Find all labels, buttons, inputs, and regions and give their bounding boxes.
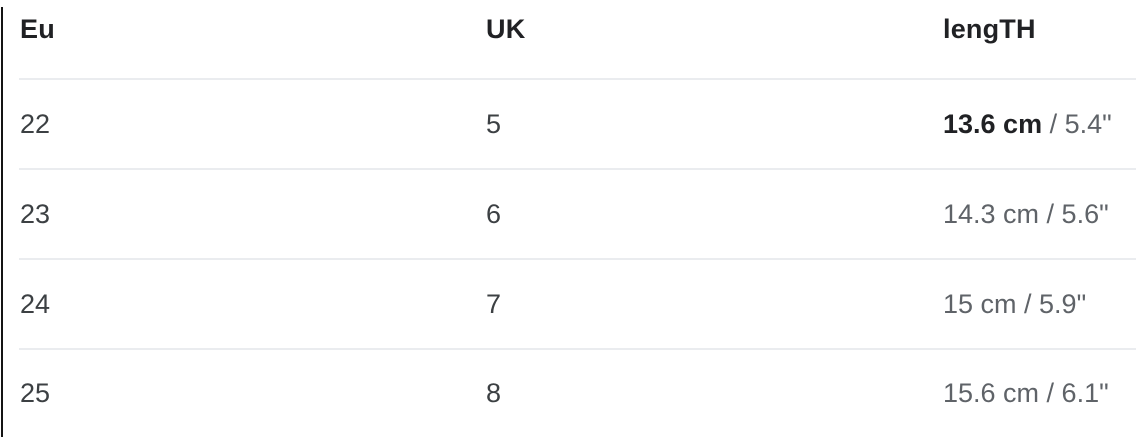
length-cm-value: 13.6 cm <box>943 109 1043 140</box>
cell-length: 13.6 cm / 5.4" <box>943 109 1136 140</box>
length-cm-value: 15.6 cm <box>943 377 1040 408</box>
cell-eu: 22 <box>20 109 51 140</box>
cell-uk: 5 <box>486 109 502 140</box>
left-border-line <box>1 7 3 437</box>
length-inch-value: / 5.4" <box>1042 109 1112 140</box>
table-row: 25 8 15.6 cm / 6.1" <box>0 350 1136 437</box>
length-inch-value: / 5.9" <box>1016 289 1087 320</box>
column-header-eu: Eu <box>20 14 55 44</box>
cell-eu: 23 <box>20 199 51 230</box>
table-body: 22 5 13.6 cm / 5.4" 23 6 14.3 cm / 5.6" … <box>0 80 1136 437</box>
cell-uk: 7 <box>486 289 502 320</box>
cell-eu: 24 <box>20 289 51 320</box>
cell-uk: 8 <box>486 377 502 408</box>
length-inch-value: / 5.6" <box>1039 199 1109 230</box>
column-header-uk: UK <box>486 14 526 44</box>
length-cm-value: 15 cm <box>943 289 1017 320</box>
length-cm-value: 14.3 cm <box>943 199 1040 230</box>
length-inch-value: / 6.1" <box>1039 377 1109 408</box>
cell-length: 14.3 cm / 5.6" <box>943 199 1136 230</box>
table-row: 22 5 13.6 cm / 5.4" <box>0 80 1136 170</box>
table-row: 23 6 14.3 cm / 5.6" <box>0 170 1136 260</box>
table-header-row: Eu UK lengTH <box>0 0 1136 80</box>
column-header-length: lengTH <box>943 14 1036 44</box>
cell-length: 15.6 cm / 6.1" <box>943 378 1136 409</box>
cell-eu: 25 <box>20 377 51 408</box>
table-row: 24 7 15 cm / 5.9" <box>0 260 1136 350</box>
cell-uk: 6 <box>486 199 502 230</box>
cell-length: 15 cm / 5.9" <box>943 289 1136 320</box>
